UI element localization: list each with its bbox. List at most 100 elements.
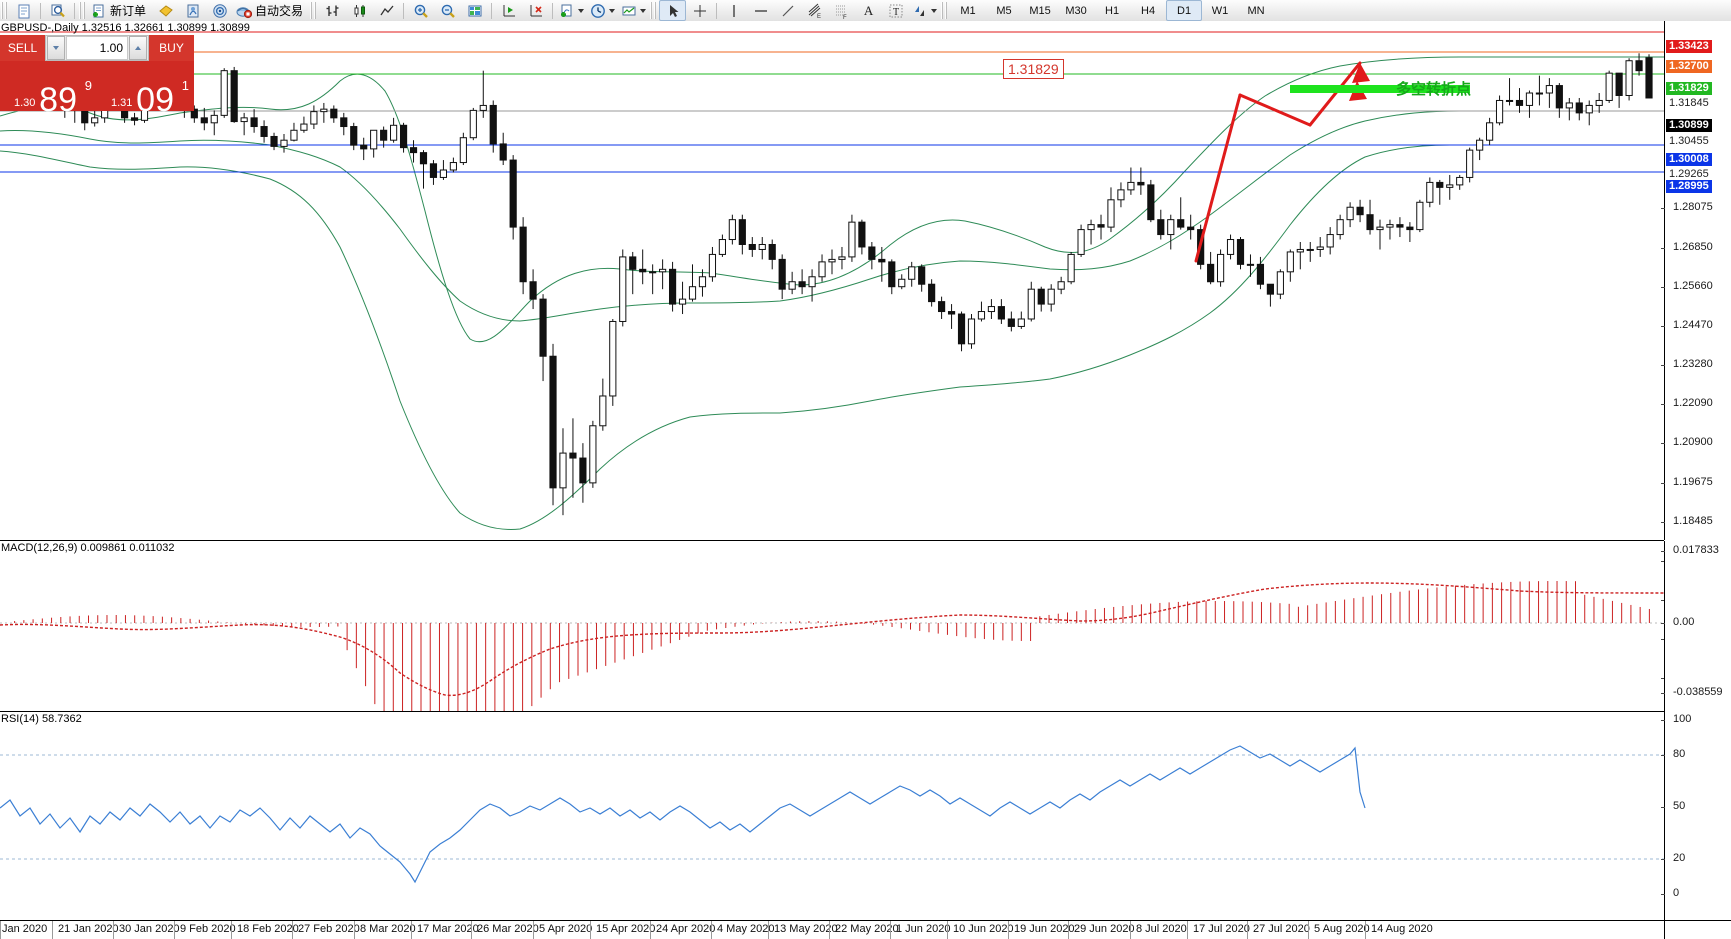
trendline-icon[interactable] — [774, 0, 801, 21]
candle-body — [589, 425, 597, 484]
price-axis[interactable]: 1.33423 1.32700 1.31829 1.31845 1.30899 … — [1661, 21, 1731, 683]
chart-shift-icon[interactable] — [522, 0, 549, 21]
equidistant-channel-icon[interactable]: E — [801, 0, 828, 21]
timeframe-m15[interactable]: M15 — [1029, 4, 1051, 17]
candle-body — [260, 126, 268, 137]
svg-text:T: T — [893, 7, 899, 18]
toolbar-grip-3[interactable] — [310, 2, 318, 19]
new-chart-icon[interactable] — [10, 0, 37, 21]
zoom-in-icon[interactable] — [407, 0, 434, 21]
sell-button[interactable]: SELL — [0, 35, 45, 61]
line-chart-icon[interactable] — [373, 0, 400, 21]
timeframe-w1[interactable]: W1 — [1211, 4, 1229, 17]
candle-body — [439, 169, 448, 178]
candle-body — [1147, 184, 1155, 221]
toolbar-grip-2[interactable] — [79, 2, 86, 19]
date-tick-label: 17 Jul 2020 — [1193, 923, 1250, 935]
price-label-131829[interactable]: 1.31829 — [1003, 59, 1064, 79]
rsi-title: RSI(14) 58.7362 — [1, 713, 82, 725]
rsi-pane[interactable]: RSI(14) 58.7362 100 80 50 20 0 — [0, 711, 1731, 921]
rsi-axis[interactable]: 100 80 50 20 0 — [1661, 712, 1731, 921]
candlestick-chart-icon[interactable] — [346, 0, 373, 21]
expert-advisors-icon[interactable] — [152, 0, 179, 21]
candle-body — [539, 298, 547, 357]
period-icon[interactable] — [587, 0, 618, 21]
chevron-down-icon[interactable] — [640, 8, 647, 13]
date-separator — [1008, 921, 1009, 939]
profiles-icon[interactable] — [44, 0, 71, 21]
vertical-line-icon[interactable] — [720, 0, 747, 21]
timeframe-d1[interactable]: D1 — [1166, 0, 1203, 21]
green-level-label: 1.31829 — [1666, 82, 1712, 95]
candle-body — [668, 268, 677, 305]
date-axis[interactable]: Jan 2020 21 Jan 2020 30 Jan 2020 9 Feb 2020… — [0, 920, 1664, 939]
svg-text:F: F — [843, 15, 847, 19]
macd-pane[interactable]: MACD(12,26,9) 0.009861 0.011032 0.017833… — [0, 540, 1731, 799]
candle-body — [370, 129, 378, 150]
cursor-icon[interactable] — [659, 0, 687, 21]
candle-body — [1515, 99, 1524, 106]
chevron-down-icon[interactable] — [609, 8, 616, 13]
candle-body — [1087, 224, 1095, 231]
date-tick-label: 27 Feb 2020 — [298, 923, 360, 935]
new-order-button[interactable]: 新订单 — [88, 0, 152, 21]
timeframe-m5[interactable]: M5 — [996, 4, 1012, 17]
chevron-down-icon[interactable] — [578, 8, 585, 13]
date-separator — [52, 921, 53, 939]
chevron-down-icon[interactable] — [931, 8, 938, 13]
sell-price-display[interactable]: 1.30 89 9 — [0, 61, 97, 117]
toolbar-grip-1[interactable] — [1, 2, 8, 19]
buy-price-display[interactable]: 1.31 09 1 — [97, 61, 194, 117]
auto-scroll-icon[interactable] — [495, 0, 522, 21]
timeframe-m1[interactable]: M1 — [960, 4, 976, 17]
timeframe-m30[interactable]: M30 — [1065, 4, 1087, 17]
horizontal-line-icon[interactable] — [747, 0, 774, 21]
candle-body — [310, 111, 318, 125]
candle-body — [399, 124, 408, 149]
candle-body — [1446, 184, 1454, 188]
zoom-out-icon[interactable] — [434, 0, 461, 21]
crosshair-icon[interactable] — [686, 0, 713, 21]
metaeditor-icon[interactable] — [179, 0, 206, 21]
green-horizontal-band-right — [1398, 85, 1470, 93]
candle-body — [1187, 226, 1195, 231]
date-tick-label: 26 Mar 2020 — [477, 923, 539, 935]
ask-line-label: 1.33423 — [1666, 40, 1712, 53]
volume-increment-button[interactable] — [129, 36, 147, 60]
toolbar-grip-4[interactable] — [650, 2, 658, 19]
timeframe-h1[interactable]: H1 — [1105, 4, 1120, 17]
date-tick-label: 19 Jun 2020 — [1014, 923, 1075, 935]
candle-body — [220, 70, 228, 116]
volume-field[interactable]: 1.00 — [45, 35, 149, 61]
fibonacci-retracement-icon[interactable]: F — [828, 0, 855, 21]
indicators-icon[interactable] — [556, 0, 587, 21]
price-pane[interactable]: GBPUSD-,Daily 1.32516 1.32661 1.30899 1.… — [0, 21, 1731, 683]
toolbar-grip-5[interactable] — [941, 2, 949, 19]
bar-chart-icon[interactable] — [319, 0, 346, 21]
arrows-icon[interactable] — [909, 0, 940, 21]
date-axis-corner — [1664, 920, 1731, 939]
candle-body — [1246, 263, 1255, 266]
timeframe-mn[interactable]: MN — [1247, 4, 1265, 17]
buy-button[interactable]: BUY — [149, 35, 194, 61]
one-click-trading-panel[interactable]: SELL 1.00 BUY 1.30 89 — [0, 35, 194, 117]
chart-window[interactable]: GBPUSD-,Daily 1.32516 1.32661 1.30899 1.… — [0, 21, 1731, 939]
volume-value[interactable]: 1.00 — [66, 36, 128, 60]
candle-body — [639, 268, 647, 273]
candle-body — [1286, 251, 1294, 273]
candle-body — [1356, 206, 1364, 216]
data-window-icon[interactable] — [461, 0, 488, 21]
candle-body — [240, 117, 248, 123]
templates-icon[interactable] — [618, 0, 649, 21]
text-icon[interactable]: A — [863, 2, 874, 18]
text-label-icon[interactable]: T — [882, 0, 909, 21]
macd-axis[interactable]: 0.017833 0.00 -0.038559 — [1661, 541, 1731, 712]
turning-point-text[interactable]: 多空转折点 — [1396, 80, 1472, 98]
auto-trading-button[interactable]: 自动交易 — [233, 0, 309, 21]
candle-body — [1376, 226, 1384, 231]
macd-tick-label: 0.00 — [1673, 616, 1695, 628]
timeframe-h4[interactable]: H4 — [1141, 4, 1156, 17]
candle-body — [698, 276, 707, 288]
signals-icon[interactable] — [206, 0, 233, 21]
volume-decrement-button[interactable] — [47, 36, 65, 60]
